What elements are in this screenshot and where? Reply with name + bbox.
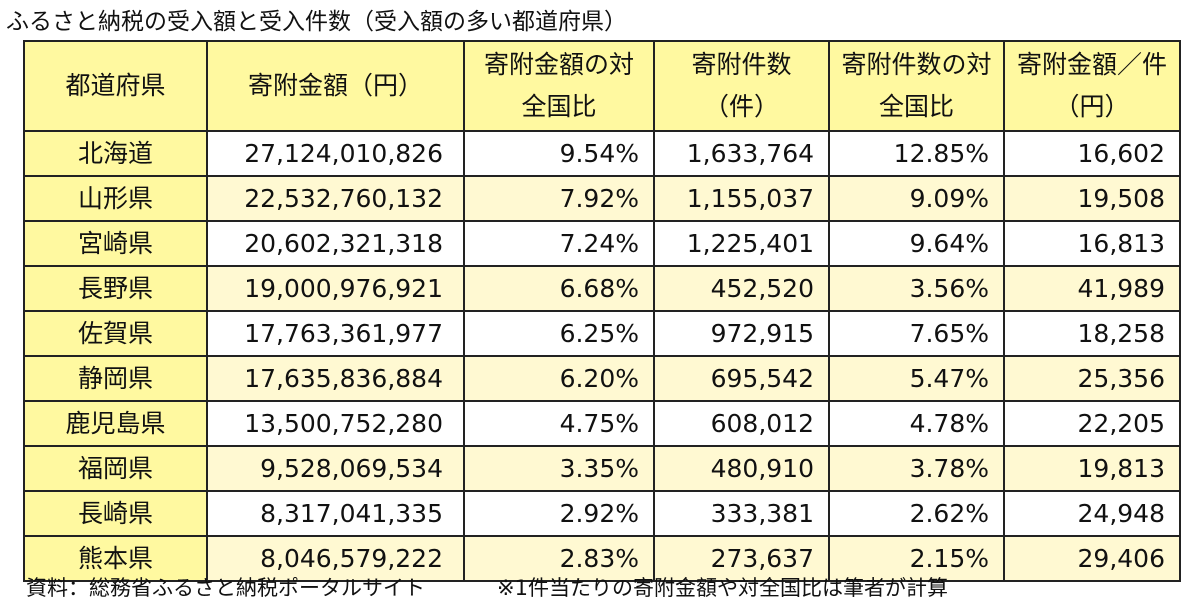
source-note: 資料：総務省ふるさと納税ポータルサイト xyxy=(26,576,425,600)
cell-prefecture: 熊本県 xyxy=(23,535,208,582)
header-per-case: 寄附金額／件 （円） xyxy=(1003,40,1181,132)
cell-prefecture: 佐賀県 xyxy=(23,310,208,357)
cell-count-share: 9.64% xyxy=(828,220,1005,267)
cell-prefecture: 静岡県 xyxy=(23,355,208,402)
cell-amount-share: 7.24% xyxy=(463,220,655,267)
header-amount-share-line2: 全国比 xyxy=(521,92,597,121)
table-row: 佐賀県 17,763,361,977 6.25% 972,915 7.65% 18,258 xyxy=(23,310,1181,357)
cell-count: 1,155,037 xyxy=(653,175,830,222)
cell-amount-share: 9.54% xyxy=(463,130,655,177)
table-row: 北海道 27,124,010,826 9.54% 1,633,764 12.85% 16,… xyxy=(23,130,1181,177)
header-per-case-line1: 寄附金額／件 xyxy=(1016,50,1167,79)
page-title: ふるさと納税の受入額と受入件数（受入額の多い都道府県） xyxy=(6,9,627,35)
header-amount: 寄附金額（円） xyxy=(206,40,465,132)
cell-amount-share: 7.92% xyxy=(463,175,655,222)
cell-amount: 17,635,836,884 xyxy=(206,355,465,402)
cell-per-case: 19,813 xyxy=(1003,445,1181,492)
cell-count: 608,012 xyxy=(653,400,830,447)
header-prefecture: 都道府県 xyxy=(23,40,208,132)
cell-amount: 22,532,760,132 xyxy=(206,175,465,222)
cell-count-share: 2.15% xyxy=(828,535,1005,582)
cell-per-case: 29,406 xyxy=(1003,535,1181,582)
header-count-share: 寄附件数の対 全国比 xyxy=(828,40,1005,132)
cell-per-case: 22,205 xyxy=(1003,400,1181,447)
cell-per-case: 18,258 xyxy=(1003,310,1181,357)
cell-amount: 8,046,579,222 xyxy=(206,535,465,582)
table-row: 熊本県 8,046,579,222 2.83% 273,637 2.15% 29,406 xyxy=(23,535,1181,582)
header-amount-share-line1: 寄附金額の対 xyxy=(483,50,634,79)
cell-count: 1,225,401 xyxy=(653,220,830,267)
cell-count-share: 5.47% xyxy=(828,355,1005,402)
cell-count: 452,520 xyxy=(653,265,830,312)
cell-amount-share: 6.20% xyxy=(463,355,655,402)
table-row: 鹿児島県 13,500,752,280 4.75% 608,012 4.78% 22,20… xyxy=(23,400,1181,447)
cell-prefecture: 福岡県 xyxy=(23,445,208,492)
cell-prefecture: 宮崎県 xyxy=(23,220,208,267)
cell-count-share: 2.62% xyxy=(828,490,1005,537)
cell-amount-share: 2.83% xyxy=(463,535,655,582)
cell-prefecture: 山形県 xyxy=(23,175,208,222)
header-count: 寄附件数 （件） xyxy=(653,40,830,132)
cell-per-case: 16,813 xyxy=(1003,220,1181,267)
table-row: 山形県 22,532,760,132 7.92% 1,155,037 9.09% 19,5… xyxy=(23,175,1181,222)
cell-amount: 13,500,752,280 xyxy=(206,400,465,447)
header-count-line2: （件） xyxy=(703,92,779,121)
cell-per-case: 25,356 xyxy=(1003,355,1181,402)
cell-prefecture: 鹿児島県 xyxy=(23,400,208,447)
cell-count: 1,633,764 xyxy=(653,130,830,177)
cell-count-share: 4.78% xyxy=(828,400,1005,447)
cell-count: 972,915 xyxy=(653,310,830,357)
cell-amount-share: 6.25% xyxy=(463,310,655,357)
cell-count-share: 12.85% xyxy=(828,130,1005,177)
cell-amount-share: 4.75% xyxy=(463,400,655,447)
table-row: 宮崎県 20,602,321,318 7.24% 1,225,401 9.64% 16,8… xyxy=(23,220,1181,267)
header-amount-share: 寄附金額の対 全国比 xyxy=(463,40,655,132)
calculation-note: ※1件当たりの寄附金額や対全国比は筆者が計算 xyxy=(497,576,948,600)
cell-count-share: 3.56% xyxy=(828,265,1005,312)
table-row: 長野県 19,000,976,921 6.68% 452,520 3.56% 41,989 xyxy=(23,265,1181,312)
table-row: 福岡県 9,528,069,534 3.35% 480,910 3.78% 19,813 xyxy=(23,445,1181,492)
cell-count: 333,381 xyxy=(653,490,830,537)
cell-prefecture: 北海道 xyxy=(23,130,208,177)
cell-count: 273,637 xyxy=(653,535,830,582)
cell-per-case: 41,989 xyxy=(1003,265,1181,312)
header-count-share-line1: 寄附件数の対 xyxy=(841,50,992,79)
cell-amount-share: 2.92% xyxy=(463,490,655,537)
cell-count-share: 3.78% xyxy=(828,445,1005,492)
cell-amount: 19,000,976,921 xyxy=(206,265,465,312)
header-count-share-line2: 全国比 xyxy=(878,92,954,121)
cell-amount: 8,317,041,335 xyxy=(206,490,465,537)
cell-per-case: 19,508 xyxy=(1003,175,1181,222)
cell-amount-share: 6.68% xyxy=(463,265,655,312)
cell-count-share: 7.65% xyxy=(828,310,1005,357)
cell-amount: 17,763,361,977 xyxy=(206,310,465,357)
table-row: 静岡県 17,635,836,884 6.20% 695,542 5.47% 25,356 xyxy=(23,355,1181,402)
header-count-line1: 寄附件数 xyxy=(691,50,792,79)
cell-per-case: 24,948 xyxy=(1003,490,1181,537)
cell-amount-share: 3.35% xyxy=(463,445,655,492)
header-row: 都道府県 寄附金額（円） 寄附金額の対 全国比 寄附件数 （件） 寄附件数の対 全国比… xyxy=(23,40,1181,132)
header-per-case-line2: （円） xyxy=(1054,92,1130,121)
furusato-tax-table: 都道府県 寄附金額（円） 寄附金額の対 全国比 寄附件数 （件） 寄附件数の対 全国比… xyxy=(23,40,1181,582)
cell-count: 480,910 xyxy=(653,445,830,492)
cell-count-share: 9.09% xyxy=(828,175,1005,222)
cell-count: 695,542 xyxy=(653,355,830,402)
cell-amount: 20,602,321,318 xyxy=(206,220,465,267)
cell-per-case: 16,602 xyxy=(1003,130,1181,177)
cell-amount: 27,124,010,826 xyxy=(206,130,465,177)
cell-amount: 9,528,069,534 xyxy=(206,445,465,492)
table-row: 長崎県 8,317,041,335 2.92% 333,381 2.62% 24,948 xyxy=(23,490,1181,537)
cell-prefecture: 長野県 xyxy=(23,265,208,312)
cell-prefecture: 長崎県 xyxy=(23,490,208,537)
